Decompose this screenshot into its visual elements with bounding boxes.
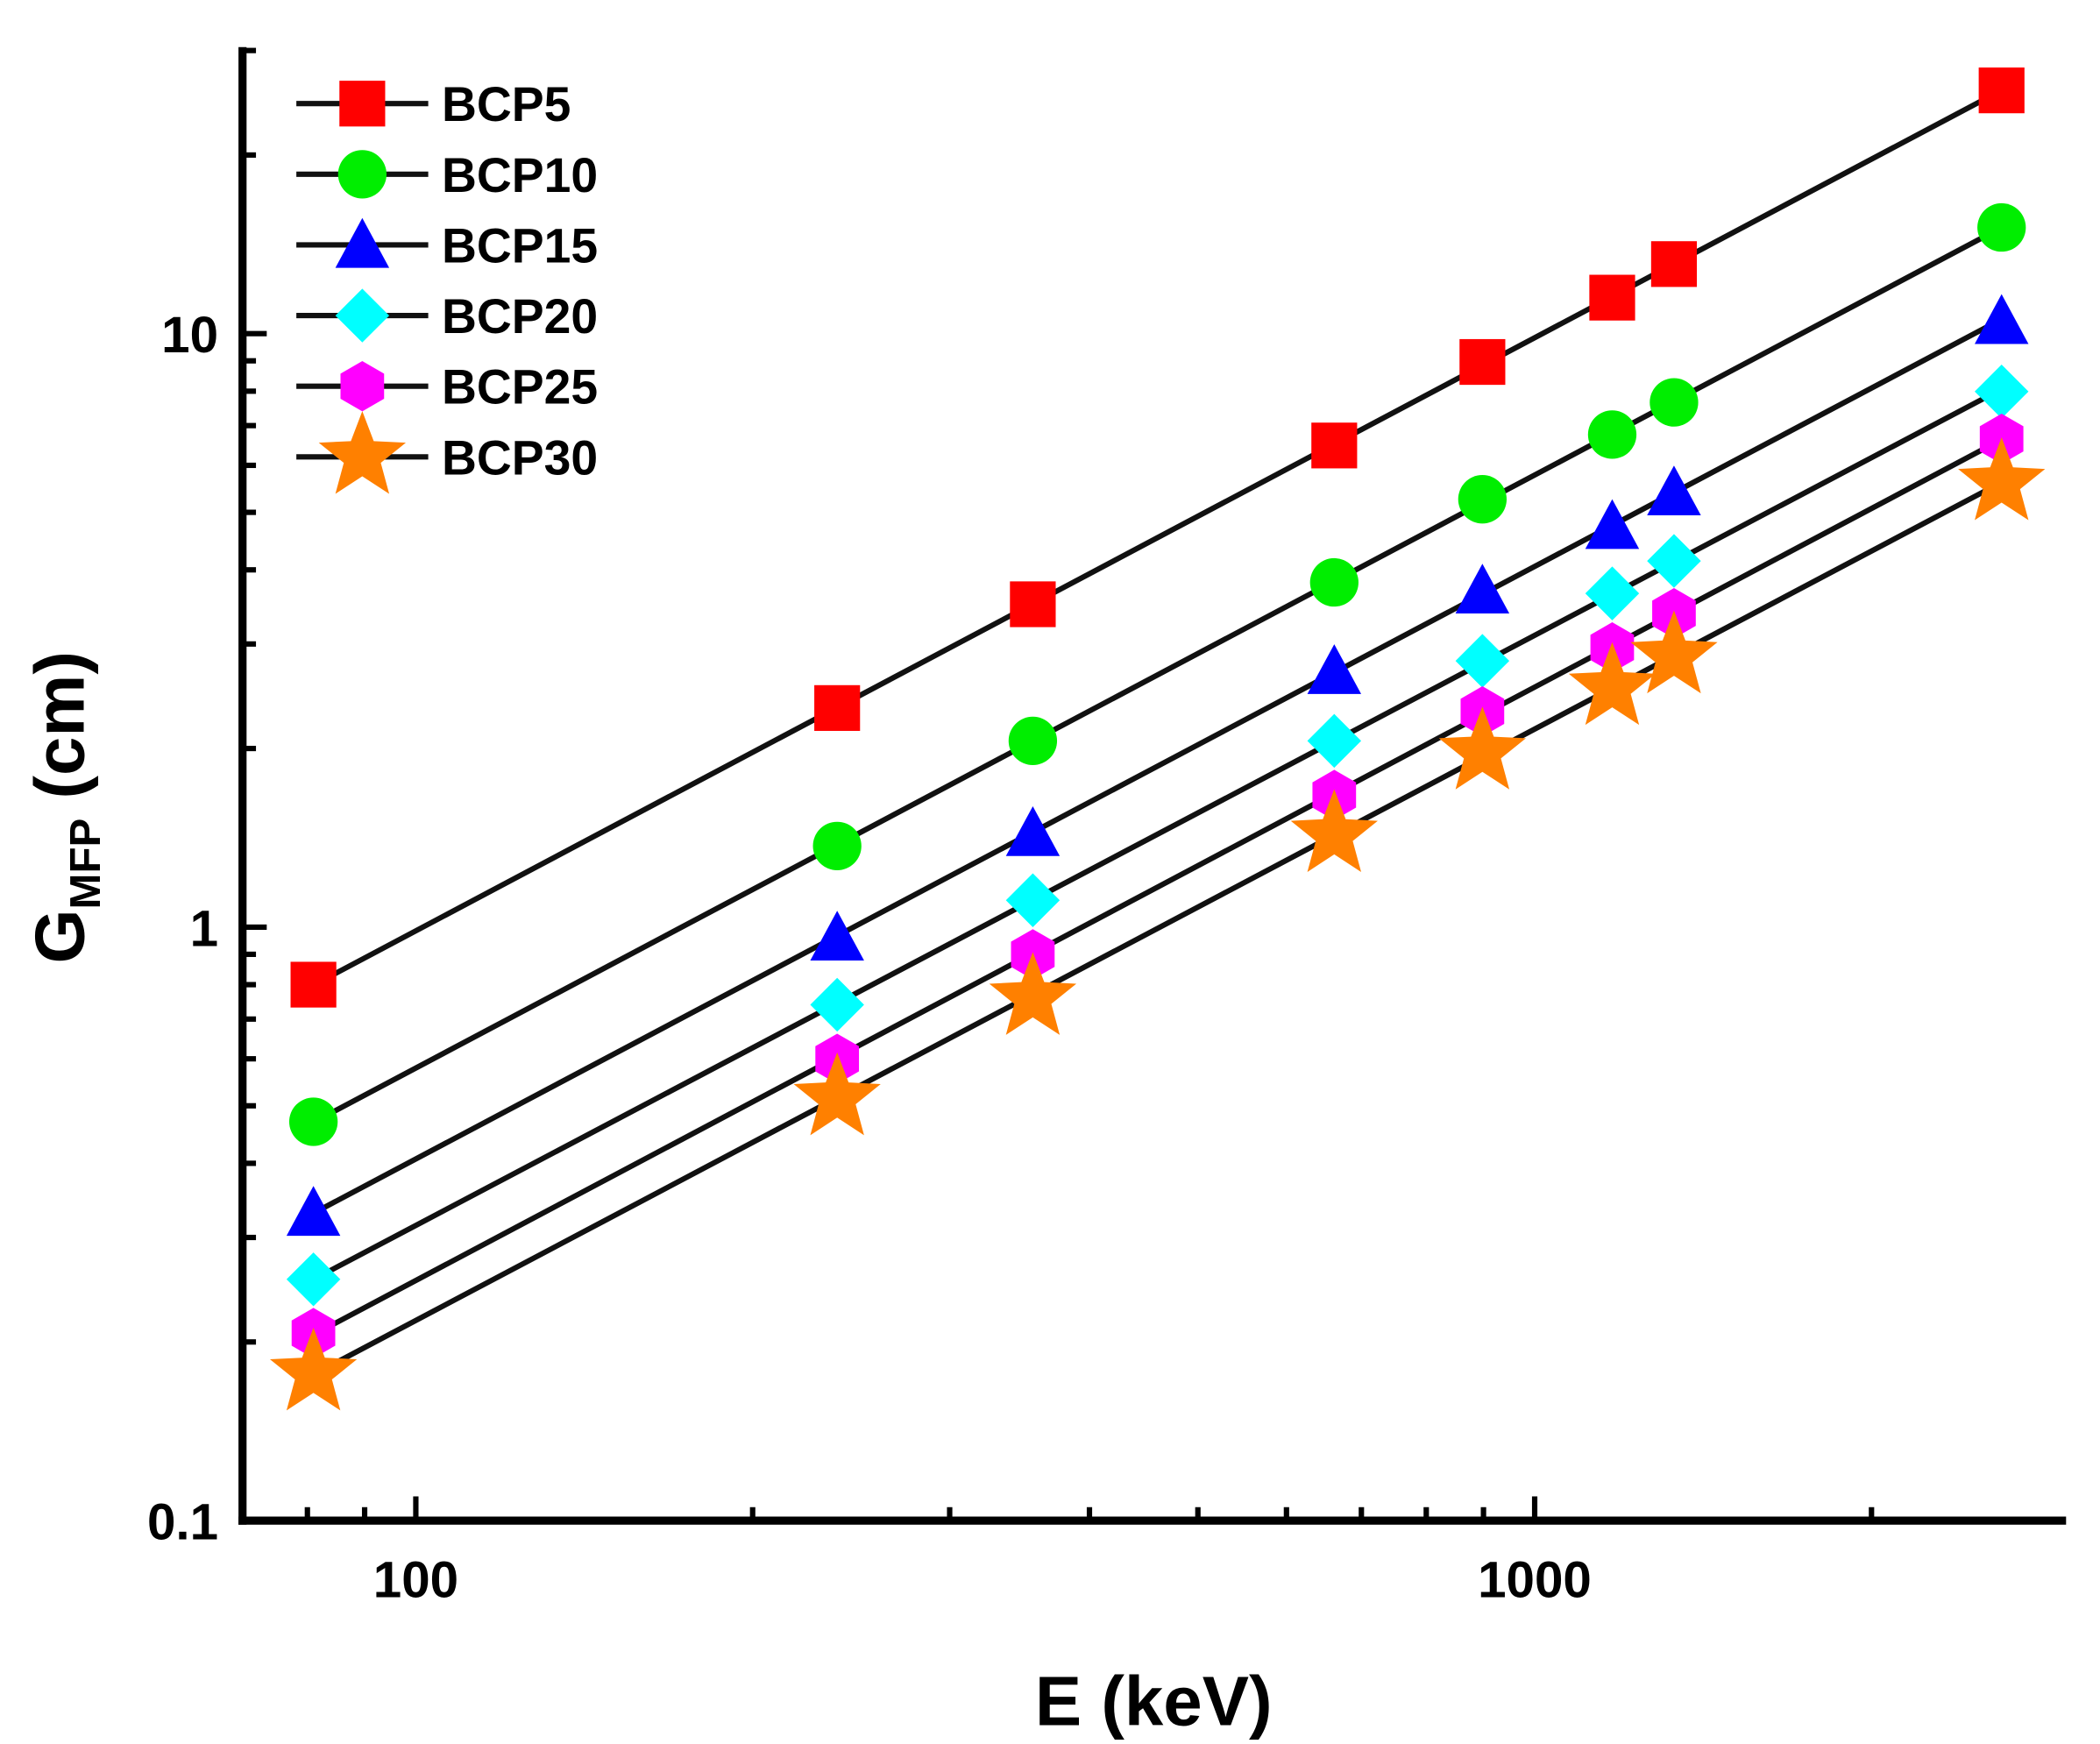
data-point-bcp15 bbox=[1455, 564, 1510, 614]
data-point-bcp20 bbox=[810, 977, 864, 1032]
fit-line-bcp25 bbox=[312, 436, 2004, 1337]
data-point-bcp30 bbox=[1958, 437, 2046, 521]
legend-item-bcp20: BCP20 bbox=[296, 288, 598, 344]
y-tick-label: 10 bbox=[161, 307, 218, 364]
y-axis-label-sub: MFP bbox=[62, 819, 110, 910]
data-point-bcp30 bbox=[793, 1052, 881, 1136]
data-point-bcp15 bbox=[810, 911, 864, 961]
data-point-bcp5 bbox=[1589, 274, 1635, 321]
fit-line-bcp15 bbox=[312, 316, 2004, 1216]
legend-item-bcp15: BCP15 bbox=[296, 217, 598, 273]
data-point-bcp20 bbox=[1307, 713, 1362, 769]
axes: 0.1 1 10 100 1000 bbox=[147, 46, 2067, 1609]
data-point-bcp15 bbox=[1975, 294, 2029, 344]
data-point-bcp15 bbox=[1647, 465, 1701, 516]
x-tick-label: 1000 bbox=[1478, 1552, 1592, 1609]
legend-label: BCP5 bbox=[442, 77, 571, 131]
legend-star-icon bbox=[318, 411, 407, 494]
fit-line-bcp5 bbox=[312, 88, 2004, 988]
legend-label: BCP25 bbox=[442, 360, 598, 415]
data-point-bcp10 bbox=[1008, 716, 1058, 766]
data-point-bcp10 bbox=[1309, 557, 1359, 607]
data-point-bcp10 bbox=[1587, 410, 1637, 459]
data-point-bcp10 bbox=[1649, 378, 1699, 427]
data-point-bcp5 bbox=[1311, 422, 1358, 469]
y-tick-label: 0.1 bbox=[147, 1494, 218, 1551]
legend-diamond-icon bbox=[335, 288, 390, 343]
data-point-bcp5 bbox=[1650, 241, 1698, 287]
legend-label: BCP15 bbox=[442, 218, 598, 273]
legend: BCP5 BCP10 BCP15 BCP20 BCP25 BCP30 bbox=[296, 77, 598, 494]
data-point-bcp20 bbox=[1455, 634, 1510, 688]
legend-label: BCP10 bbox=[442, 148, 598, 202]
data-point-bcp5 bbox=[1459, 338, 1506, 386]
fit-line-bcp10 bbox=[312, 224, 2004, 1125]
data-point-bcp30 bbox=[1630, 610, 1718, 694]
data-point-bcp15 bbox=[286, 1186, 341, 1237]
fit-line-bcp30 bbox=[312, 479, 2004, 1378]
legend-label: BCP20 bbox=[442, 289, 598, 344]
data-point-bcp20 bbox=[1585, 566, 1640, 620]
y-tick-label: 1 bbox=[190, 900, 218, 957]
legend-label: BCP30 bbox=[442, 430, 598, 485]
legend-hexagon-icon bbox=[340, 360, 385, 412]
data-point-bcp5 bbox=[290, 961, 337, 1008]
data-point-bcp20 bbox=[1975, 365, 2029, 419]
fit-line-bcp20 bbox=[312, 386, 2004, 1282]
data-point-bcp30 bbox=[1438, 706, 1527, 790]
legend-triangle-icon bbox=[335, 217, 390, 268]
data-point-bcp15 bbox=[1585, 499, 1640, 549]
data-point-bcp5 bbox=[1010, 581, 1056, 627]
x-tick-label: 100 bbox=[373, 1552, 458, 1609]
data-point-bcp20 bbox=[286, 1252, 341, 1307]
x-axis-label: E (keV) bbox=[1035, 1662, 1273, 1740]
data-point-bcp30 bbox=[269, 1327, 358, 1411]
legend-circle-icon bbox=[337, 150, 387, 199]
legend-item-bcp5: BCP5 bbox=[296, 77, 571, 131]
data-point-bcp5 bbox=[814, 684, 861, 731]
data-point-bcp10 bbox=[1977, 202, 2026, 252]
data-point-bcp10 bbox=[1458, 475, 1507, 524]
data-point-bcp30 bbox=[989, 952, 1077, 1035]
data-point-bcp15 bbox=[1307, 644, 1362, 694]
data-point-bcp5 bbox=[1978, 67, 2025, 114]
legend-item-bcp25: BCP25 bbox=[296, 360, 598, 415]
data-point-bcp10 bbox=[812, 821, 862, 870]
y-axis-label-unit: (cm) bbox=[21, 651, 99, 799]
y-axis-label: GMFP (cm) bbox=[21, 651, 110, 964]
data-point-bcp30 bbox=[1568, 642, 1657, 726]
data-point-bcp20 bbox=[1647, 534, 1701, 588]
data-point-bcp30 bbox=[1290, 789, 1378, 872]
legend-item-bcp10: BCP10 bbox=[296, 148, 598, 202]
data-point-bcp15 bbox=[1005, 805, 1061, 856]
legend-item-bcp30: BCP30 bbox=[296, 411, 598, 494]
y-axis-label-main: G bbox=[21, 909, 99, 963]
legend-square-icon bbox=[339, 81, 386, 127]
data-point-bcp10 bbox=[288, 1097, 338, 1146]
data-point-bcp20 bbox=[1005, 873, 1061, 927]
